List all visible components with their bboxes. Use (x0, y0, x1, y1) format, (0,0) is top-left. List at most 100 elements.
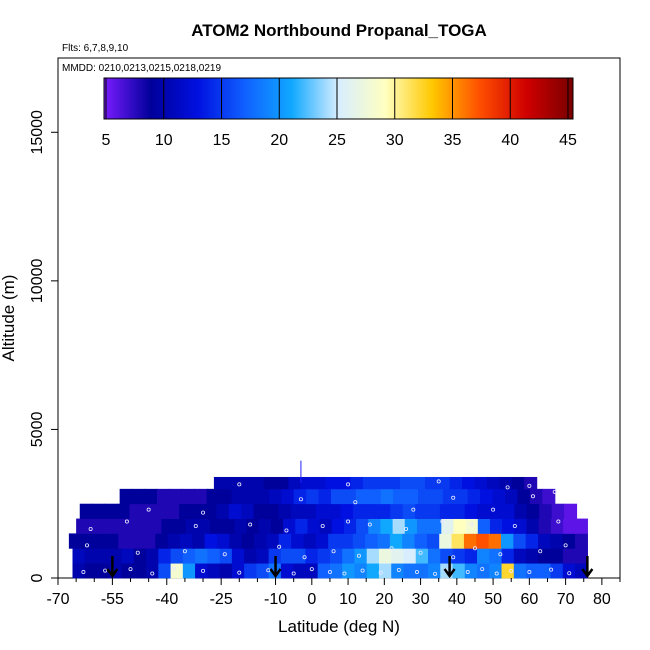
colorbar: 5 10 15 20 25 30 35 40 45 (102, 77, 577, 149)
sample-point (88, 526, 93, 531)
heatmap-cell (342, 548, 356, 564)
heatmap-cell (441, 518, 455, 534)
heatmap-cell (192, 533, 206, 549)
heatmap-cell (378, 563, 392, 579)
x-tick-label: -25 (210, 591, 233, 608)
heatmap-cell (414, 533, 428, 549)
heatmap-cell (256, 548, 270, 564)
heatmap-cell (488, 533, 502, 549)
heatmap-cell (389, 533, 403, 549)
heatmap-cell (505, 488, 519, 505)
heatmap-cell (154, 503, 168, 519)
heatmap-cell (166, 503, 180, 519)
heatmap-cell (317, 548, 331, 564)
sample-point (266, 568, 271, 573)
heatmap-cell (393, 488, 407, 505)
heatmap-cell (476, 533, 490, 549)
heatmap-cell (195, 548, 208, 564)
x-tick-label: 0 (307, 591, 316, 608)
heatmap-cell (170, 548, 184, 564)
colorbar-tick-label: 15 (213, 132, 231, 149)
heatmap-cell (378, 548, 392, 564)
sample-point (451, 555, 456, 560)
sample-point (201, 568, 206, 573)
heatmap-cell (219, 488, 233, 505)
colorbar-bar (103, 77, 574, 120)
heatmap-cell (501, 563, 515, 579)
sample-point (491, 507, 496, 512)
sample-point (342, 571, 347, 576)
y-tick-label: 15000 (29, 110, 46, 155)
heatmap-cell (179, 503, 193, 519)
heatmap-cell (315, 503, 329, 519)
sample-point (353, 500, 358, 505)
sample-point (389, 546, 394, 551)
heatmap-cell (146, 548, 159, 564)
heatmap-cell (430, 488, 444, 505)
sample-point (309, 567, 314, 572)
heatmap-cell (315, 533, 329, 549)
heatmap-cell (280, 548, 294, 564)
heatmap-cell (155, 533, 169, 549)
heatmap-cell (234, 518, 248, 534)
sample-point (327, 570, 332, 575)
sample-point (172, 566, 177, 571)
heatmap-cell (415, 548, 429, 564)
heatmap-cell (149, 518, 162, 534)
heatmap-cell (464, 563, 478, 579)
heatmap-cell (117, 503, 131, 519)
heatmap-cell (93, 533, 107, 549)
heatmap-cell (514, 518, 528, 534)
heatmap-cell (452, 503, 466, 519)
x-tick-label: -10 (264, 591, 287, 608)
heatmap-cell (100, 518, 114, 534)
heatmap-cell (439, 503, 453, 519)
heatmap-cell (489, 548, 503, 564)
sample-point (222, 552, 227, 557)
heatmap-cell (427, 503, 441, 519)
heatmap-cell (437, 476, 451, 490)
sample-point (418, 550, 423, 555)
heatmap-cell (92, 503, 106, 519)
sample-point (103, 568, 108, 573)
heatmap-cell (551, 503, 565, 519)
heatmap-cell (179, 533, 193, 549)
heatmap-cell (210, 518, 223, 534)
heatmap-cell (331, 518, 345, 534)
sample-point (563, 543, 568, 548)
sample-point (150, 571, 155, 576)
colorbar-tick-label: 5 (102, 132, 111, 149)
heatmap-cell (300, 476, 314, 490)
heatmap-cell (72, 563, 86, 579)
sample-point (480, 567, 485, 572)
heatmap-cell (343, 488, 357, 505)
heatmap-cell (229, 533, 243, 549)
heatmap-cell (182, 548, 196, 564)
heatmap-cell (76, 518, 89, 534)
heatmap-cell (204, 533, 218, 549)
heatmap-cell (511, 476, 525, 490)
sample-point (248, 522, 253, 527)
heatmap-cell (268, 548, 282, 564)
heatmap-cell (477, 563, 490, 579)
heatmap-cell (303, 533, 317, 549)
x-tick-label: 10 (339, 591, 357, 608)
sample-point (85, 543, 90, 548)
heatmap-cell (191, 503, 205, 519)
heatmap-cell (355, 488, 369, 505)
heatmap-cell (449, 476, 463, 490)
heatmap-cell (253, 503, 267, 519)
heatmap-cell (412, 476, 426, 490)
heatmap-cell (207, 548, 221, 564)
heatmap-cell (391, 548, 405, 564)
heatmap-cell (158, 563, 172, 579)
heatmap-cell (84, 563, 98, 579)
heatmap-cell (243, 488, 257, 505)
heatmap-cell (377, 533, 391, 549)
markers (81, 460, 594, 579)
colorbar-tick-label: 45 (559, 132, 577, 149)
heatmap-cell (402, 503, 416, 519)
heatmap-cell (158, 548, 172, 564)
heatmap-cell (428, 548, 441, 564)
